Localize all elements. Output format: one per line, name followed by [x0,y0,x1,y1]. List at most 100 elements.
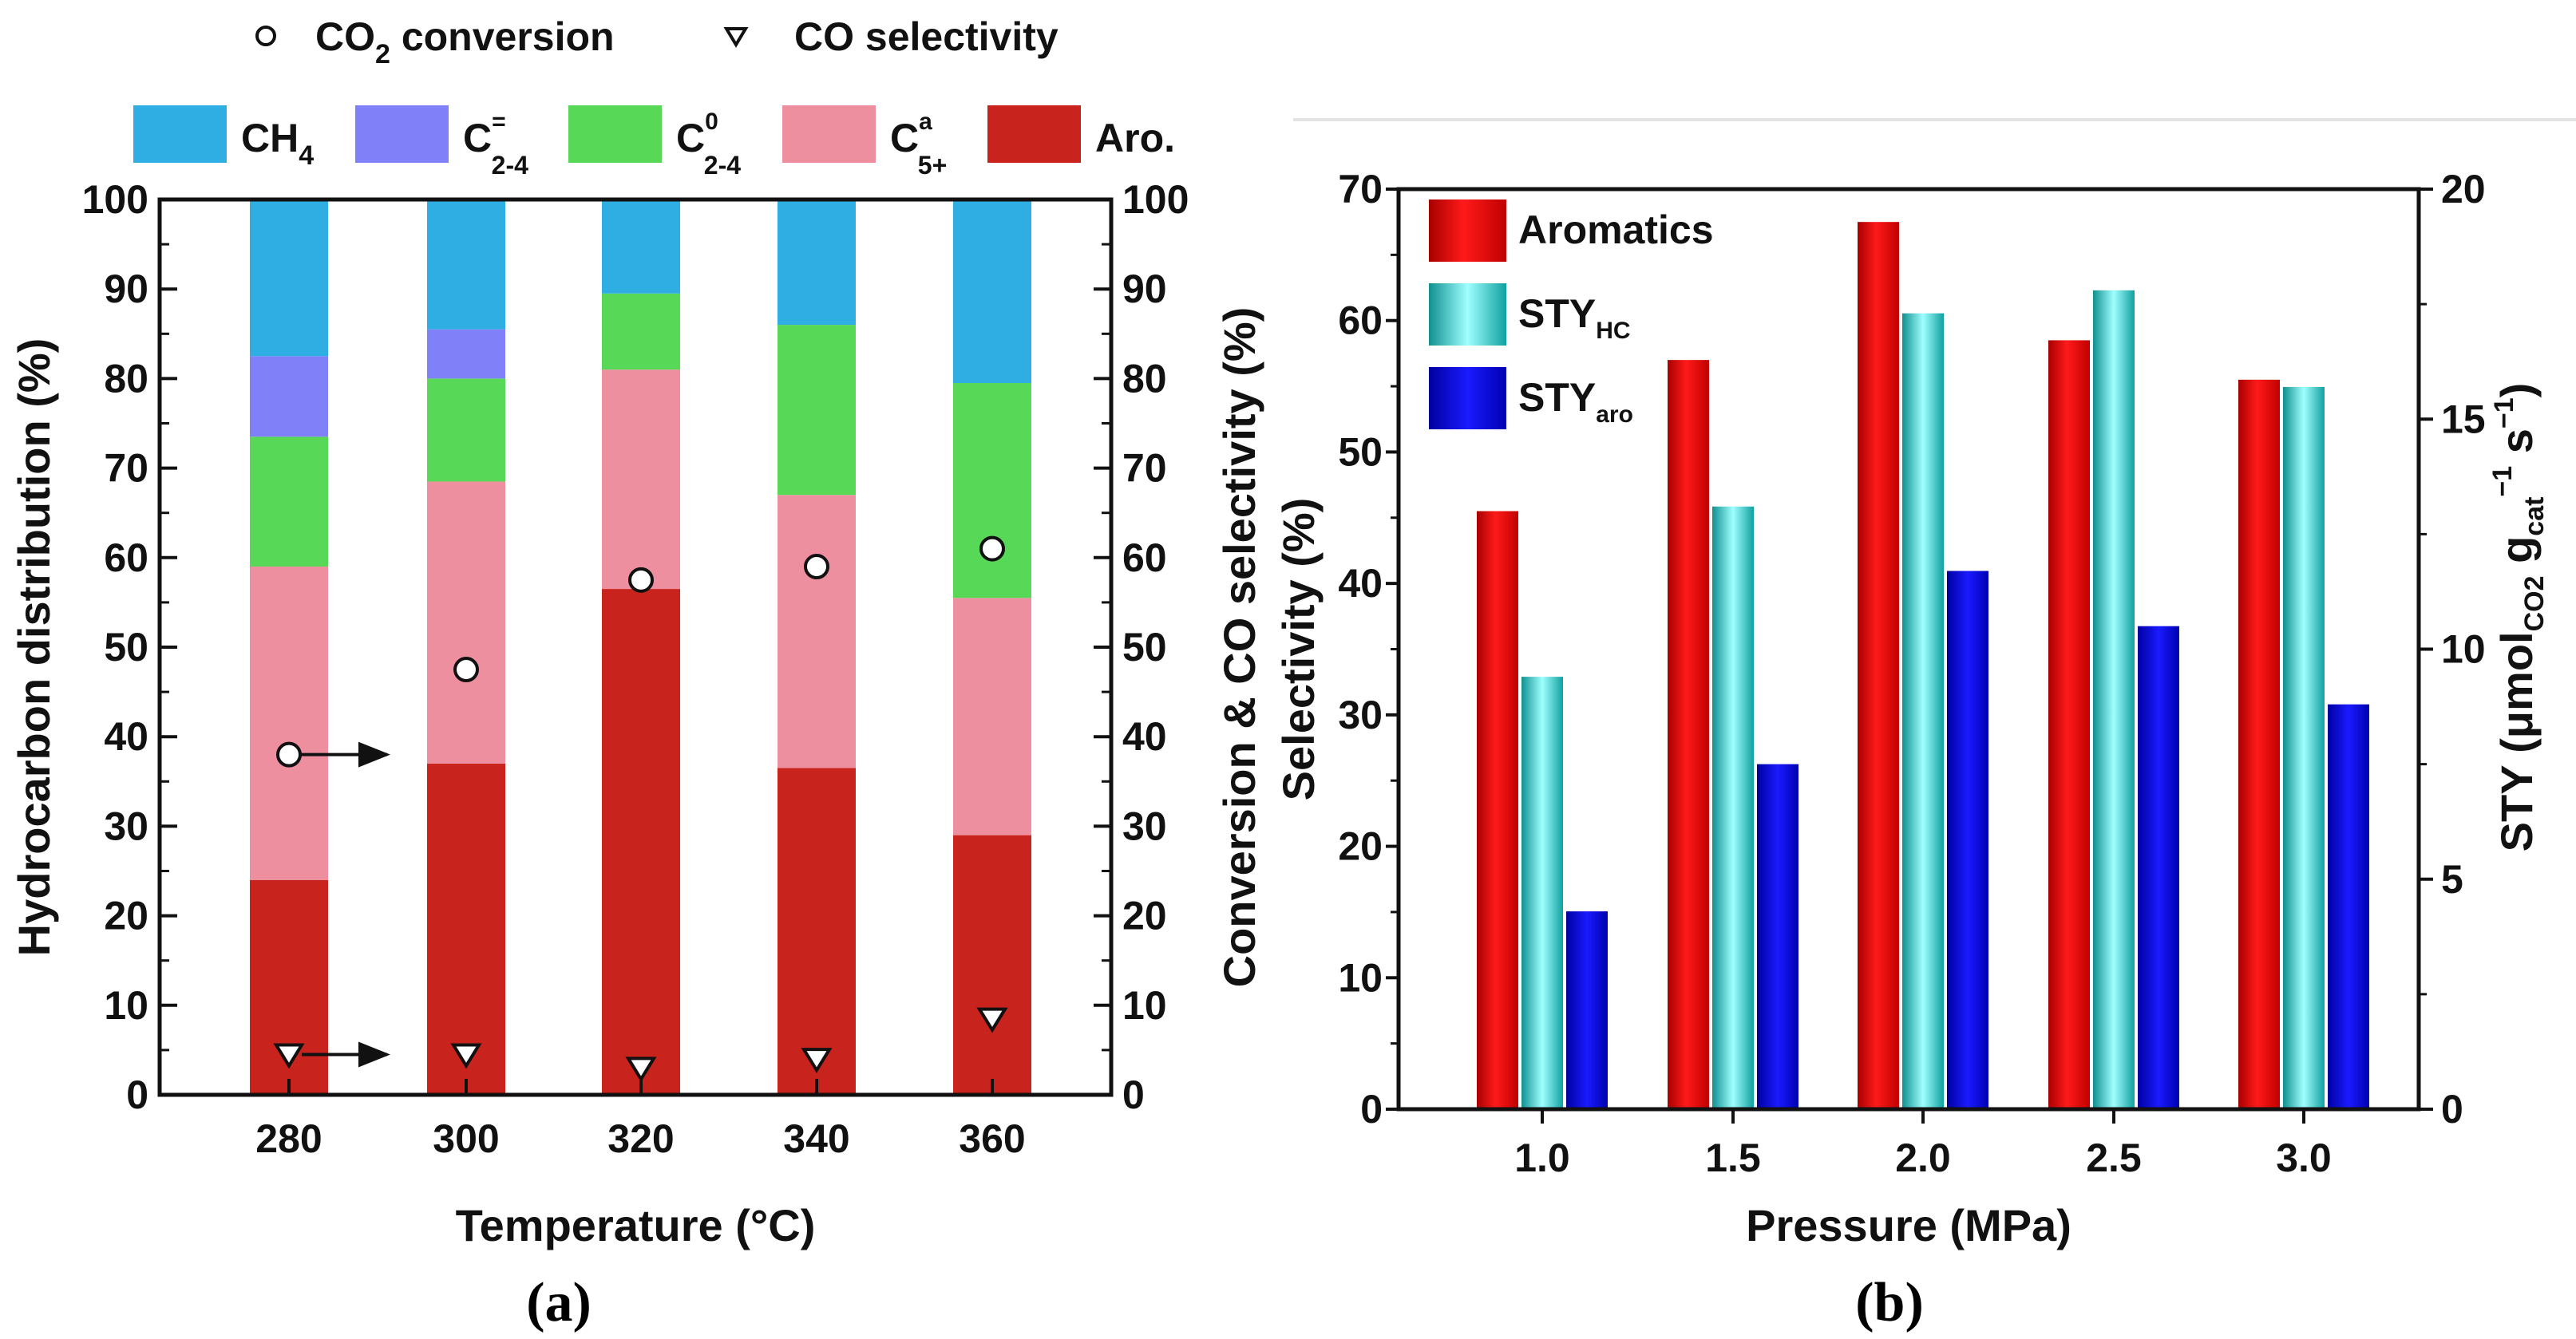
legend-swatch-sty_hc [1429,283,1506,346]
y-tick-label-right: 0 [1122,1072,1145,1117]
x-tick-label: 2.0 [1895,1136,1951,1180]
x-tick-label: 1.5 [1705,1136,1761,1180]
x-tick-label: 300 [433,1116,499,1161]
bar-sty_aro-1.0 [1566,911,1608,1109]
y-tick-label-right: 100 [1122,177,1189,222]
marker-co2-conversion-360 [979,535,1005,562]
bar-segment-c2-4--300 [427,329,505,379]
legend-swatch-3 [782,105,876,163]
bar-sty_hc-1.0 [1521,677,1563,1109]
y-axis-title-left: Selectivity (%) [1273,498,1324,801]
legend-label-sty_hc: STYHC [1518,291,1631,344]
x-tick-label: 360 [959,1116,1025,1161]
y-tick-label-right: 90 [1122,267,1167,311]
y-tick-label-left: 40 [104,714,148,759]
y-tick-label-left: 70 [1338,167,1383,211]
bar-segment-aro--320 [602,589,680,1095]
legend-label-1: C= 2-4 [463,109,528,180]
legend-label-co-selectivity: CO selectivity [794,14,1058,59]
y-axis-title-right: Conversion & CO selectivity (%) [1214,307,1264,988]
legend-swatch-sty_aro [1429,367,1506,429]
legend-swatch-0 [133,105,227,163]
legend-label-0: CH4 [241,116,314,171]
y-tick-label-right: 50 [1122,625,1167,670]
x-tick-label: 2.5 [2086,1136,2142,1180]
bar-segment-c5-a-320 [602,369,680,590]
y-tick-label-right: 80 [1122,356,1167,401]
y-tick-label-left: 0 [126,1072,148,1117]
legend-swatch-1 [355,105,449,163]
bar-segment-ch4-300 [427,199,505,330]
bar-segment-c2-4-0-360 [953,383,1031,598]
bar-sty_aro-2.5 [2138,626,2179,1109]
x-axis-title: Temperature (°C) [456,1200,816,1250]
x-axis-title: Pressure (MPa) [1746,1200,2071,1250]
bar-aromatics-1.5 [1668,360,1709,1110]
y-tick-label-right: 0 [2441,1087,2463,1132]
y-tick-label-right: 20 [1122,894,1167,938]
legend-label-3: Ca 5+ [890,109,947,180]
x-tick-label: 1.0 [1514,1136,1570,1180]
bar-sty_aro-2.0 [1947,571,1988,1109]
bar-segment-c2-4-0-280 [250,436,328,567]
bar-segment-aro--360 [953,835,1031,1095]
y-tick-label-left: 100 [82,177,148,222]
bar-segment-c5-a-340 [778,495,856,768]
y-axis-title-left: Hydrocarbon distribution (%) [9,338,59,957]
y-tick-label-left: 30 [1338,693,1383,737]
marker-co2-conversion-320 [628,567,654,593]
bar-segment-c2-4-0-320 [602,293,680,370]
bar-aromatics-3.0 [2238,379,2280,1110]
bar-sty_hc-2.5 [2093,290,2135,1110]
bar-segment-c2-4-0-300 [427,378,505,482]
legend-label-sty_aro: STYaro [1518,375,1633,428]
y-tick-label-right: 10 [1122,983,1167,1028]
y-tick-label-left: 60 [1338,298,1383,343]
bar-aromatics-2.5 [2048,340,2090,1110]
bar-segment-c2-4--280 [250,356,328,437]
legend-label-4: Aro. [1095,116,1175,160]
bar-segment-c5-a-300 [427,481,505,764]
y-tick-label-left: 20 [1338,824,1383,869]
x-tick-label: 3.0 [2276,1136,2332,1180]
bar-segment-ch4-320 [602,199,680,294]
marker-co-selectivity-360 [976,1007,1008,1033]
bar-segment-aro--300 [427,763,505,1095]
legend-label-aromatics: Aromatics [1518,207,1714,252]
y-tick-label-left: 70 [104,446,148,491]
y-tick-label-left: 0 [1360,1087,1383,1132]
y-tick-label-right: 10 [2441,627,2486,672]
y-tick-label-left: 30 [104,804,148,848]
bar-sty_aro-1.5 [1757,764,1798,1109]
bar-segment-c5-a-360 [953,598,1031,835]
marker-co-selectivity-340 [801,1048,833,1073]
y-tick-label-right: 70 [1122,446,1167,491]
x-tick-label: 280 [255,1116,322,1161]
bar-segment-aro--340 [778,768,856,1095]
bar-segment-c5-a-280 [250,567,328,880]
y-tick-label-left: 10 [104,983,148,1028]
panel-label-b: (b) [1855,1272,1924,1333]
y-tick-label-right: 15 [2441,397,2486,441]
legend-swatch-4 [987,105,1081,163]
y-tick-label-left: 10 [1338,955,1383,1000]
bar-sty_hc-1.5 [1712,506,1754,1109]
legend-label-2: C0 2-4 [676,109,741,180]
x-tick-label: 320 [607,1116,674,1161]
panel-label-a: (a) [526,1272,592,1333]
bar-segment-ch4-340 [778,199,856,326]
marker-co2-conversion-340 [804,554,829,580]
y-tick-label-right: 40 [1122,714,1167,759]
y-tick-label-left: 20 [104,894,148,938]
marker-co2-conversion-280 [276,741,302,768]
bar-sty_hc-2.0 [1902,313,1944,1109]
bar-aromatics-2.0 [1858,222,1899,1109]
y-tick-label-right: 60 [1122,535,1167,580]
legend-label-co2-conversion: CO2 conversion [315,14,615,69]
bar-sty_aro-3.0 [2328,704,2369,1109]
y-tick-label-right: 30 [1122,804,1167,848]
bar-segment-c2-4-0-340 [778,325,856,496]
y-tick-label-left: 90 [104,267,148,311]
marker-co2-conversion-300 [453,657,479,683]
